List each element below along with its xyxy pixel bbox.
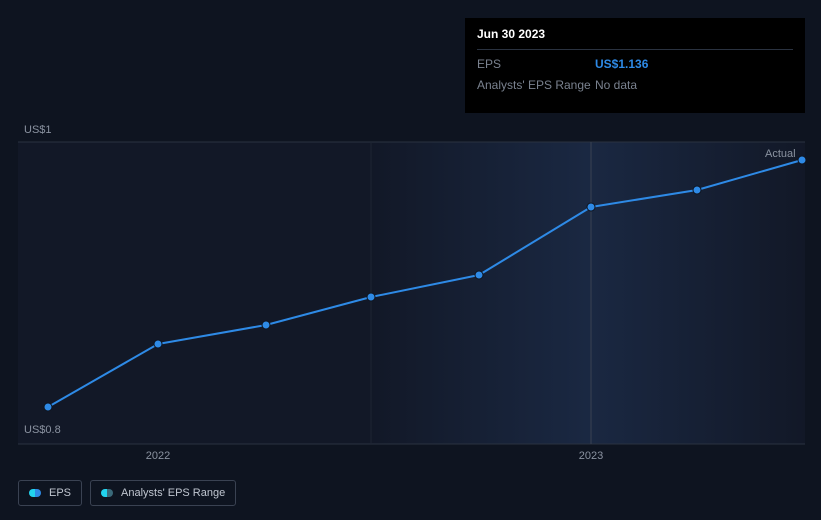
tooltip-row: EPS US$1.136 [477,54,793,75]
chart-tooltip: Jun 30 2023 EPS US$1.136 Analysts' EPS R… [465,18,805,113]
tooltip-value: US$1.136 [595,56,793,73]
tooltip-date: Jun 30 2023 [477,26,793,50]
x-tick-label: 2023 [579,450,603,462]
legend-label: Analysts' EPS Range [121,487,225,499]
tooltip-label: Analysts' EPS Range [477,77,595,94]
tooltip-row: Analysts' EPS Range No data [477,75,793,96]
legend-swatch-icon [101,489,113,497]
eps-chart: US$1 US$0.8 2022 2023 Actual Jun 30 2023… [0,0,821,520]
tooltip-value: No data [595,77,793,94]
chart-legend: EPS Analysts' EPS Range [18,480,236,506]
legend-label: EPS [49,487,71,499]
tooltip-label: EPS [477,56,595,73]
legend-item-analysts-range[interactable]: Analysts' EPS Range [90,480,236,506]
legend-swatch-icon [29,489,41,497]
y-tick-label: US$0.8 [24,424,61,436]
y-tick-label: US$1 [24,124,52,136]
legend-item-eps[interactable]: EPS [18,480,82,506]
actual-region-label: Actual [765,148,796,160]
x-tick-label: 2022 [146,450,170,462]
